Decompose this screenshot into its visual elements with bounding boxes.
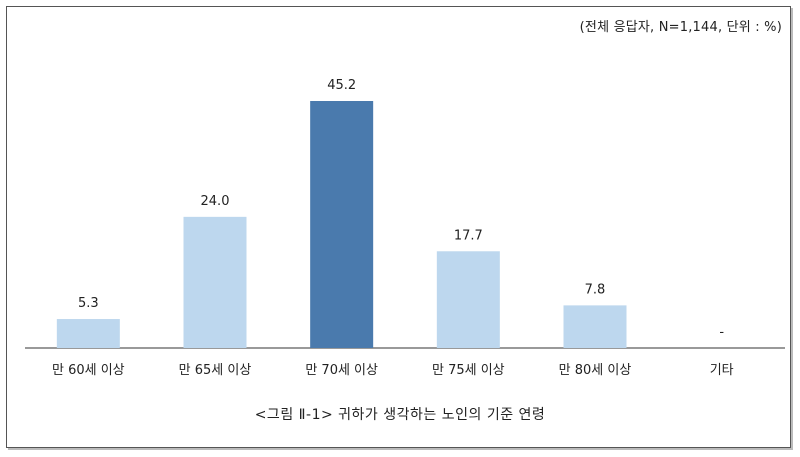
data-label: 24.0 [201, 194, 230, 209]
data-label: 17.7 [454, 228, 483, 243]
bar [310, 101, 374, 348]
data-label: 7.8 [585, 282, 606, 297]
data-label: - [719, 325, 724, 340]
x-tick-label: 만 60세 이상 [52, 363, 125, 378]
figure-caption: <그림 Ⅱ-1> 귀하가 생각하는 노인의 기준 연령 [254, 407, 546, 423]
x-tick-label: 기타 [710, 363, 734, 378]
data-label: 5.3 [78, 296, 99, 311]
bar [563, 305, 627, 348]
x-tick-label: 만 70세 이상 [305, 363, 378, 378]
bar [56, 319, 120, 348]
bar [183, 216, 247, 348]
chart-frame [6, 6, 791, 448]
x-tick-label: 만 80세 이상 [559, 363, 632, 378]
bar [436, 251, 500, 348]
x-tick-label: 만 65세 이상 [179, 363, 252, 378]
data-label: 45.2 [327, 78, 356, 93]
x-tick-label: 만 75세 이상 [432, 363, 505, 378]
chart-note: (전체 응답자, N=1,144, 단위 : %) [579, 20, 782, 35]
